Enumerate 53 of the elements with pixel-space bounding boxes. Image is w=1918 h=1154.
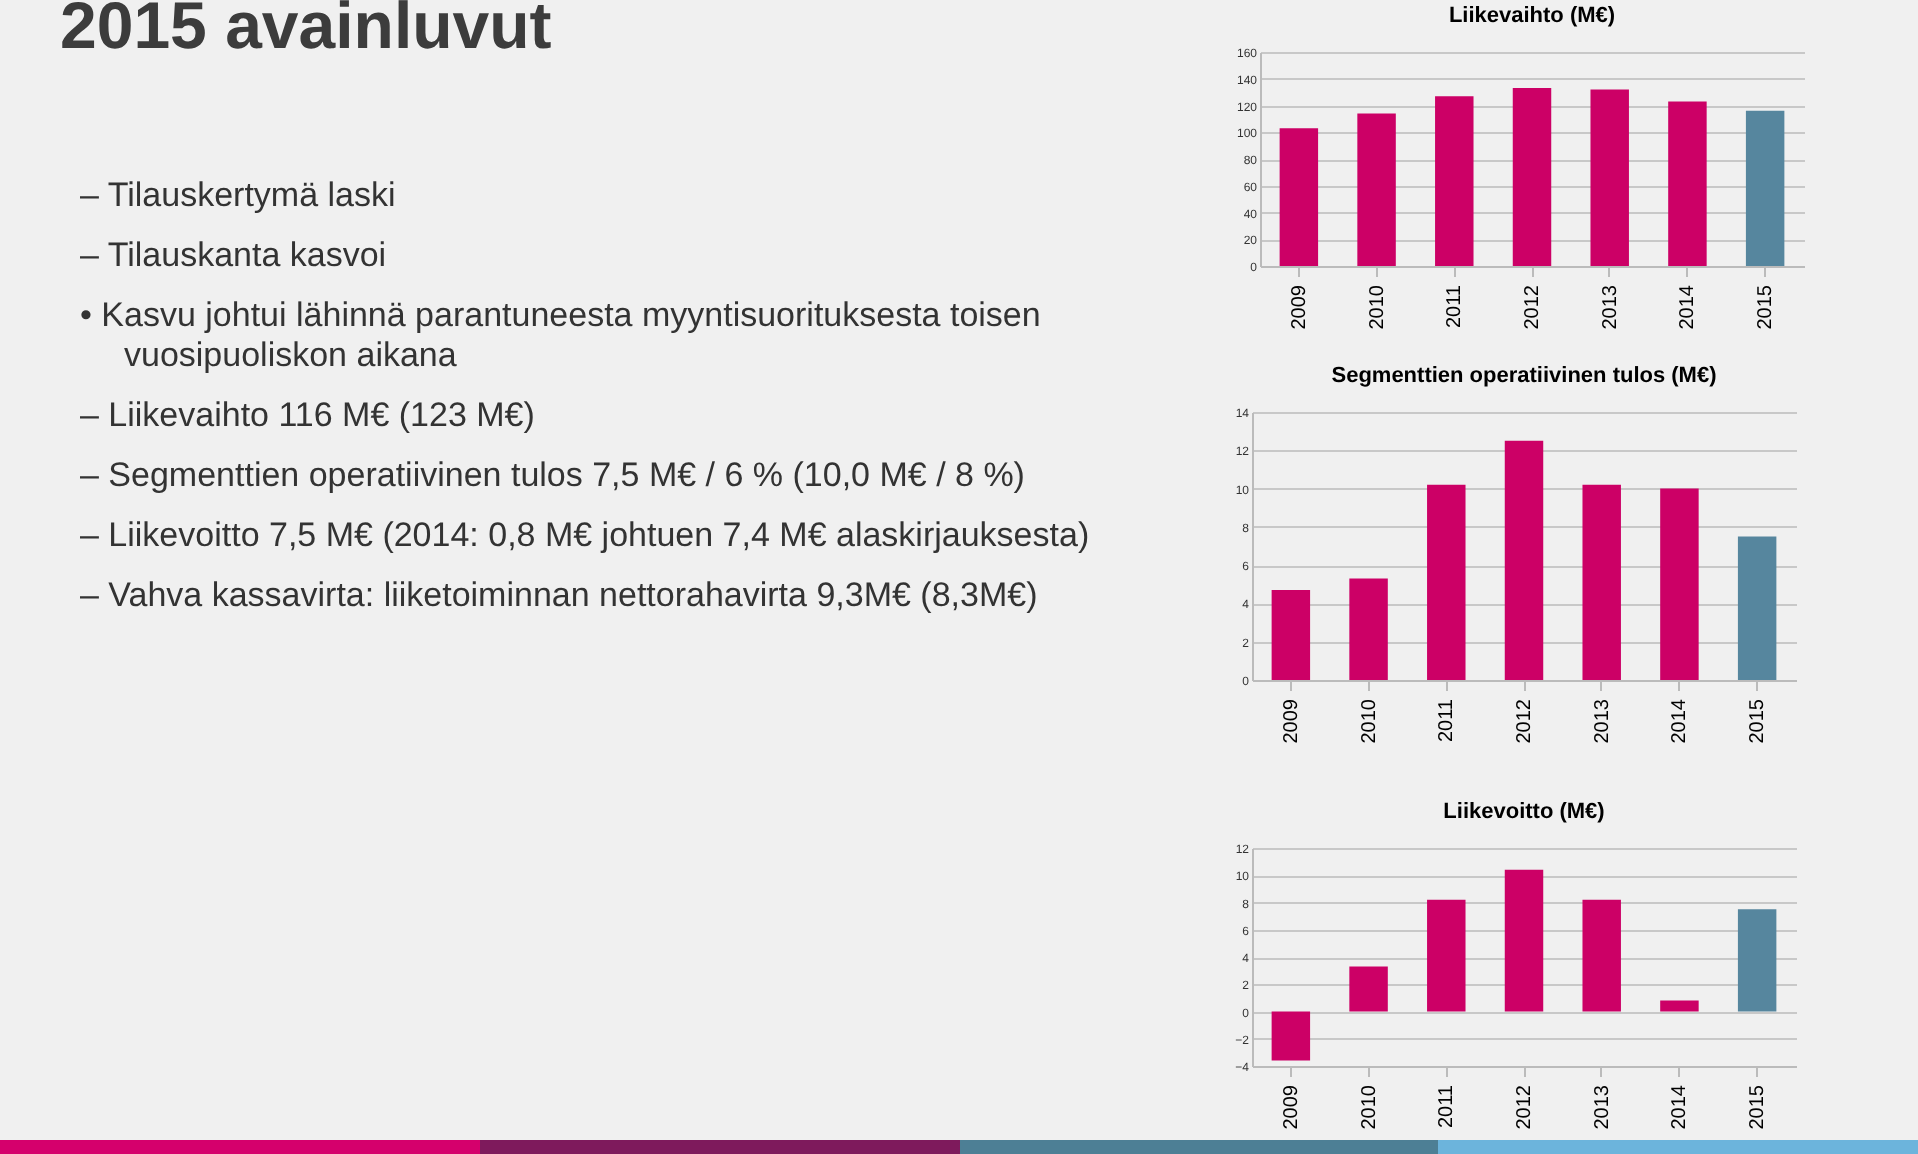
x-tick-label: 2009: [1280, 698, 1303, 744]
bar: [1737, 909, 1777, 1012]
bar: [1271, 1011, 1311, 1061]
text: – Liikevoitto 7,5 M€ (2014: 0,8 M€ johtuen 7,4 M€ alaskirjauksesta): [80, 516, 1092, 556]
bar: [1590, 89, 1629, 266]
x-tick-label: 2009: [1288, 284, 1311, 330]
x-tick-label: 2010: [1358, 1084, 1381, 1130]
x-tick-label: 2015: [1747, 1084, 1770, 1130]
bar: [1737, 536, 1777, 680]
x-tick-label: 2015: [1755, 284, 1778, 330]
x-tick-label: 2013: [1591, 1084, 1614, 1130]
text: • Kasvu johtui lähinnä parantuneesta myyntisuorituksesta toisen vuosipuoliskon aikana: [80, 296, 1043, 376]
text: – Tilauskanta kasvoi: [80, 236, 389, 276]
chart-title: Liikevoitto (M€): [1443, 800, 1606, 824]
x-tick-label: 2010: [1366, 284, 1389, 330]
bar: [1349, 578, 1388, 680]
x-tick-label: 2011: [1444, 284, 1467, 329]
x-tick-label: 2009: [1280, 1084, 1303, 1130]
text: – Tilauskertymä laski: [80, 176, 398, 216]
bar: [1435, 96, 1474, 266]
x-tick-label: 2014: [1669, 1084, 1692, 1130]
bar: [1427, 899, 1466, 1012]
bar: [1660, 488, 1699, 680]
bar: [1504, 869, 1544, 1012]
bar: [1512, 88, 1552, 266]
bar: [1349, 966, 1388, 1012]
x-tick-label: 2015: [1747, 698, 1770, 744]
text: – Liikevaihto 116 M€ (123 M€): [80, 396, 537, 436]
bar: [1357, 113, 1396, 266]
x-tick-label: 2013: [1599, 284, 1622, 330]
bar: [1582, 484, 1621, 680]
x-tick-label: 2014: [1669, 698, 1692, 744]
x-tick-label: 2010: [1358, 698, 1381, 744]
x-tick-label: 2012: [1514, 698, 1536, 744]
x-tick-label: 2014: [1677, 284, 1700, 330]
chart-title: Liikevaihto (M€): [1448, 4, 1616, 28]
x-tick-label: 2012: [1514, 1084, 1536, 1130]
bar: [1745, 110, 1785, 266]
bar: [1582, 899, 1621, 1012]
bar: [1427, 484, 1466, 680]
x-tick-label: 2013: [1591, 698, 1614, 744]
bar: [1668, 101, 1707, 266]
x-tick-label: 2011: [1436, 698, 1459, 743]
x-tick-label: 2011: [1436, 1084, 1459, 1129]
x-tick-label: 2012: [1522, 284, 1544, 330]
bar: [1279, 128, 1319, 266]
bar: [1504, 440, 1544, 680]
text: 2015 avainluvut: [60, 0, 552, 64]
bar: [1271, 590, 1311, 680]
text: – Segmenttien operatiivinen tulos 7,5 M€ / 6 % (10,0 M€ / 8 %): [80, 456, 1027, 496]
chart-title: Segmenttien operatiivinen tulos (M€): [1331, 364, 1718, 388]
text: – Vahva kassavirta: liiketoiminnan nettorahavirta 9,3M€ (8,3M€): [80, 576, 1040, 616]
bar: [1660, 1000, 1699, 1012]
